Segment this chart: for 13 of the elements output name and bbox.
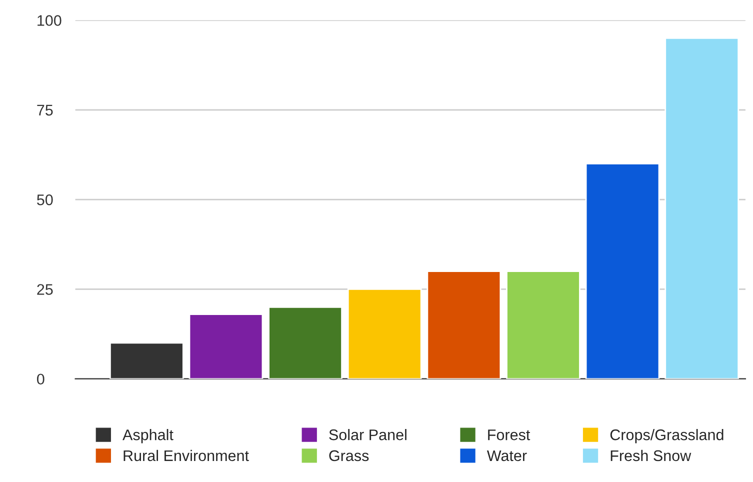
legend-label: Grass bbox=[329, 450, 369, 462]
legend-label: Water bbox=[486, 450, 527, 462]
legend-label: Forest bbox=[488, 430, 530, 440]
legend-label: Asphalt bbox=[122, 429, 174, 444]
legend-label: Solar Panel bbox=[329, 429, 406, 440]
y-tick-label: 0 bbox=[37, 374, 44, 385]
y-tick-label: 25 bbox=[37, 284, 53, 295]
legend-label: Fresh Snow bbox=[610, 450, 692, 462]
y-tick-label: 100 bbox=[38, 15, 62, 26]
y-tick-label: 75 bbox=[37, 104, 53, 116]
legend-label: Rural Environment bbox=[124, 450, 249, 462]
y-tick-label: 50 bbox=[37, 194, 53, 206]
legend-label: Crops/Grassland bbox=[610, 429, 724, 444]
